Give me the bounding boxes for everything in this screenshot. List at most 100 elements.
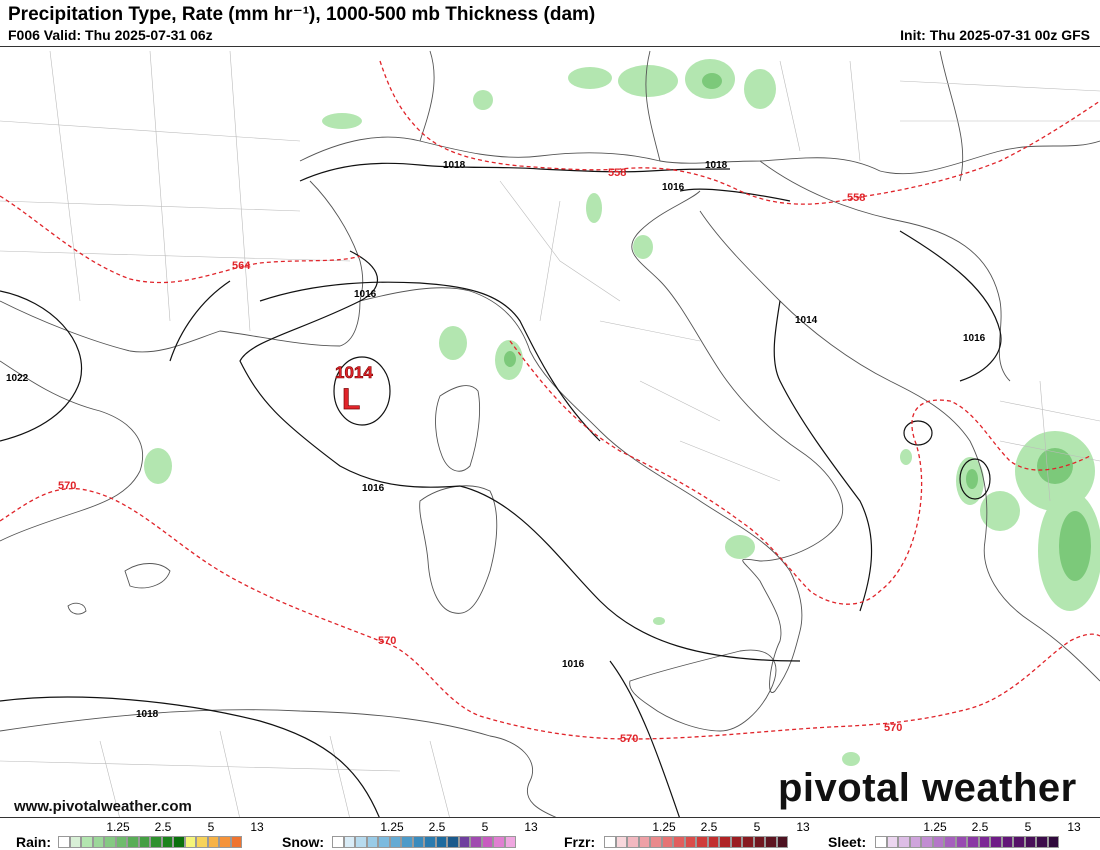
- legend-swatch: [401, 836, 413, 848]
- legend-swatch: [604, 836, 616, 848]
- brand-logo: pivotal weather: [778, 766, 1077, 810]
- rain-area: [744, 69, 776, 109]
- isobar-label: 1016: [662, 182, 685, 193]
- legend-tick: 13: [1067, 820, 1081, 834]
- coastlines: [0, 50, 1100, 817]
- legend-tick: 1.25: [380, 820, 404, 834]
- legend-swatch: [1047, 836, 1059, 848]
- isobar-label: 1016: [362, 483, 385, 494]
- rain-area: [322, 113, 362, 129]
- thickness-label: 570: [884, 722, 902, 734]
- page-title: Precipitation Type, Rate (mm hr⁻¹), 1000…: [8, 4, 596, 25]
- legend-swatch: [955, 836, 967, 848]
- legend-swatch: [1036, 836, 1048, 848]
- low-pressure-symbol: L: [342, 383, 360, 416]
- isobar-label: 1016: [562, 659, 585, 670]
- precipitation-layer: [144, 59, 1100, 766]
- legend-swatch: [424, 836, 436, 848]
- legend-swatch: [944, 836, 956, 848]
- legend-swatch: [650, 836, 662, 848]
- low-pressure-center[interactable]: 1014 L: [335, 363, 374, 417]
- precipitation-core: [504, 73, 1091, 581]
- legend-tick: 2.5: [700, 820, 718, 834]
- legend-swatch: [219, 836, 231, 848]
- legend-tick: 5: [207, 820, 215, 834]
- legend-sleet: Sleet: 1.25 2.5 5 13: [815, 818, 1100, 850]
- legend-swatch: [707, 836, 719, 848]
- isobar-label: 1018: [443, 160, 466, 171]
- rain-area: [473, 90, 493, 110]
- legend-swatch: [932, 836, 944, 848]
- isobar-label-group: 1018 1018 1016 1016 1014 1016 1022 1016 …: [6, 160, 986, 720]
- legend-swatch: [69, 836, 81, 848]
- rain-area: [653, 617, 665, 625]
- legend-swatch: [481, 836, 493, 848]
- legend-swatch: [493, 836, 505, 848]
- legend-swatch: [504, 836, 516, 848]
- legend-tick: 13: [524, 820, 538, 834]
- legend-swatch: [696, 836, 708, 848]
- legend-swatch: [173, 836, 185, 848]
- legend-swatch: [684, 836, 696, 848]
- legend-swatch: [332, 836, 344, 848]
- legend-swatches: [58, 836, 242, 848]
- rain-area: [900, 449, 912, 465]
- legend-rain: Rain: 1.25 2.5 5 13: [0, 818, 275, 850]
- legend-label: Sleet:: [828, 834, 867, 850]
- legend-swatch: [366, 836, 378, 848]
- rain-area: [618, 65, 678, 97]
- weather-map[interactable]: 1018 1018 1016 1016 1014 1016 1022 1016 …: [0, 46, 1100, 818]
- header: Precipitation Type, Rate (mm hr⁻¹), 1000…: [0, 0, 1100, 46]
- legend-swatch: [458, 836, 470, 848]
- legend-swatches: [332, 836, 516, 848]
- legend-tick: 2.5: [971, 820, 989, 834]
- thickness-label: 558: [847, 192, 865, 204]
- legend-swatches: [875, 836, 1059, 848]
- legend-swatch: [638, 836, 650, 848]
- isobar-label: 1014: [795, 315, 818, 326]
- legend-swatch: [343, 836, 355, 848]
- legend-frzr: Frzr: 1.25 2.5 5 13: [550, 818, 830, 850]
- legend-swatch: [875, 836, 887, 848]
- isobars: [0, 162, 1002, 817]
- init-time: Init: Thu 2025-07-31 00z GFS: [900, 27, 1090, 43]
- legend-label: Frzr:: [564, 834, 596, 850]
- legend-swatch: [412, 836, 424, 848]
- legend-swatch: [184, 836, 196, 848]
- legend-label: Snow:: [282, 834, 324, 850]
- legend-tick: 1.25: [652, 820, 676, 834]
- legend-swatch: [138, 836, 150, 848]
- website-url[interactable]: www.pivotalweather.com: [14, 798, 192, 815]
- thickness-label: 558: [608, 167, 626, 179]
- legend-swatch: [81, 836, 93, 848]
- legend-swatch: [661, 836, 673, 848]
- legend-swatch: [230, 836, 242, 848]
- legend-tick: 5: [1024, 820, 1032, 834]
- legend-swatch: [1013, 836, 1025, 848]
- thickness-label: 564: [232, 260, 251, 272]
- thickness-label: 570: [378, 635, 396, 647]
- legend-swatch: [627, 836, 639, 848]
- legend-swatch: [967, 836, 979, 848]
- legend-swatch: [753, 836, 765, 848]
- legend-swatch: [1001, 836, 1013, 848]
- legend-swatch: [355, 836, 367, 848]
- rain-area: [144, 448, 172, 484]
- legend-swatch: [615, 836, 627, 848]
- legend-swatch: [673, 836, 685, 848]
- legend-swatch: [765, 836, 777, 848]
- legend-swatch: [730, 836, 742, 848]
- isobar-label: 1016: [963, 333, 986, 344]
- legend-tick: 5: [481, 820, 489, 834]
- legend-swatch: [898, 836, 910, 848]
- map-canvas: 1018 1018 1016 1016 1014 1016 1022 1016 …: [0, 50, 1100, 817]
- legend-snow: Snow: 1.25 2.5 5 13: [270, 818, 550, 850]
- isobar-label: 1022: [6, 373, 29, 384]
- legend-swatch: [207, 836, 219, 848]
- legend-tick: 2.5: [154, 820, 172, 834]
- isobar-label: 1018: [136, 709, 159, 720]
- isobar-label: 1018: [705, 160, 728, 171]
- legend-swatches: [604, 836, 788, 848]
- legend-label: Rain:: [16, 834, 51, 850]
- legend-swatch: [909, 836, 921, 848]
